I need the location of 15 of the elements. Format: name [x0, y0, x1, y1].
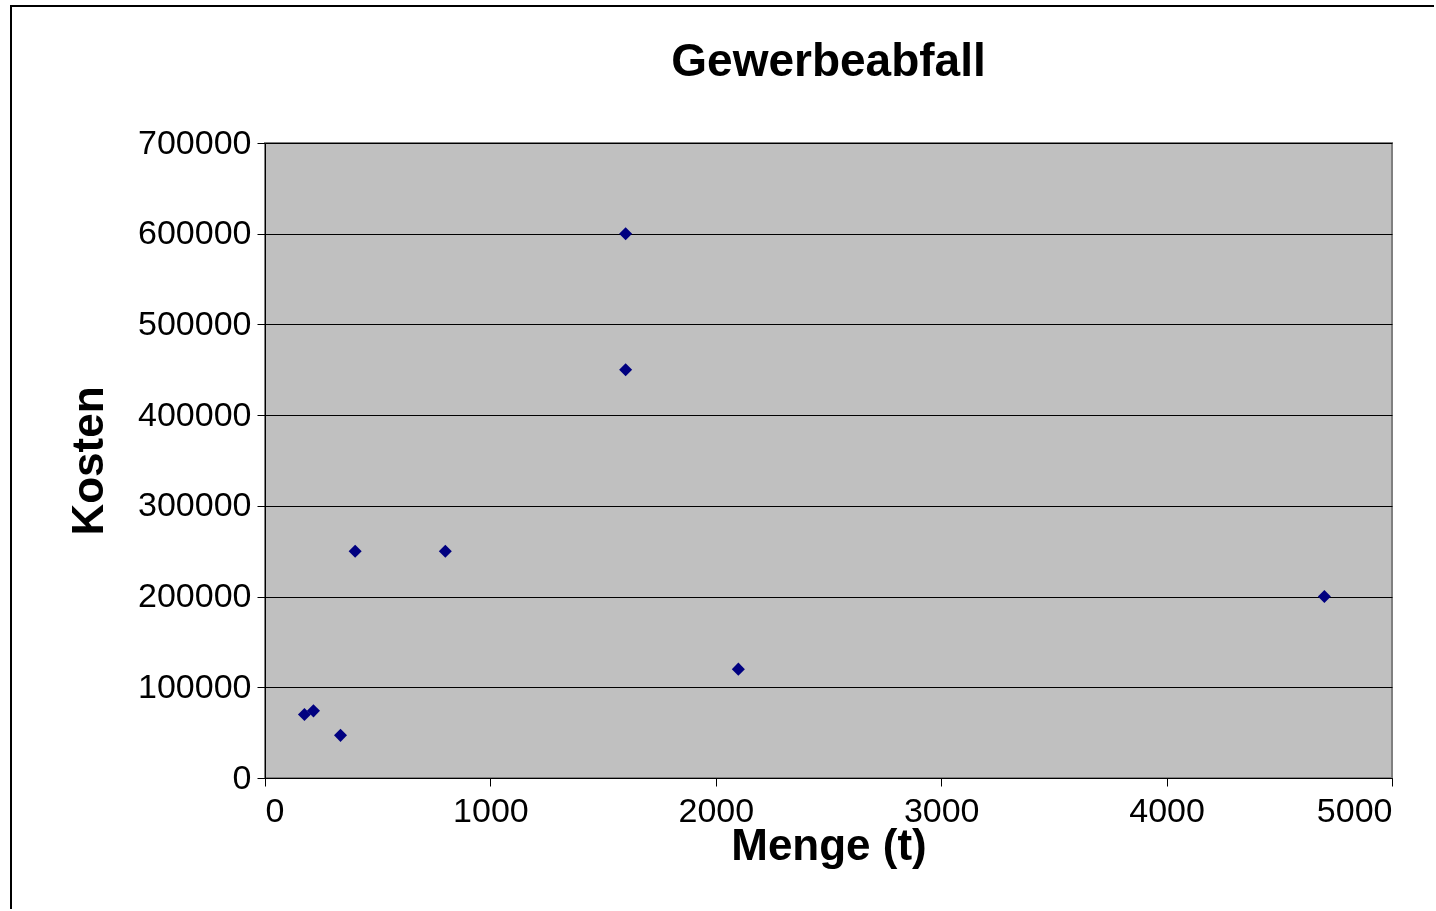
y-tick-label: 400000 — [138, 394, 252, 433]
x-tick-label: 0 — [265, 790, 285, 829]
y-axis-title: Kosten — [63, 386, 113, 536]
x-tick-label: 1000 — [453, 790, 529, 829]
x-tick-label: 4000 — [1129, 790, 1205, 829]
chart-title: Gewerbeabfall — [671, 34, 986, 86]
y-tick-label: 200000 — [138, 576, 252, 615]
x-tick-label: 5000 — [1316, 790, 1393, 829]
y-tick-label: 500000 — [138, 303, 252, 342]
y-tick-label: 700000 — [138, 122, 252, 161]
x-tick-label: 3000 — [903, 790, 980, 829]
y-tick-label: 100000 — [138, 666, 252, 705]
y-tick-label: 0 — [232, 757, 252, 796]
y-tick-label: 300000 — [138, 485, 252, 524]
y-tick-label: 600000 — [138, 213, 252, 252]
